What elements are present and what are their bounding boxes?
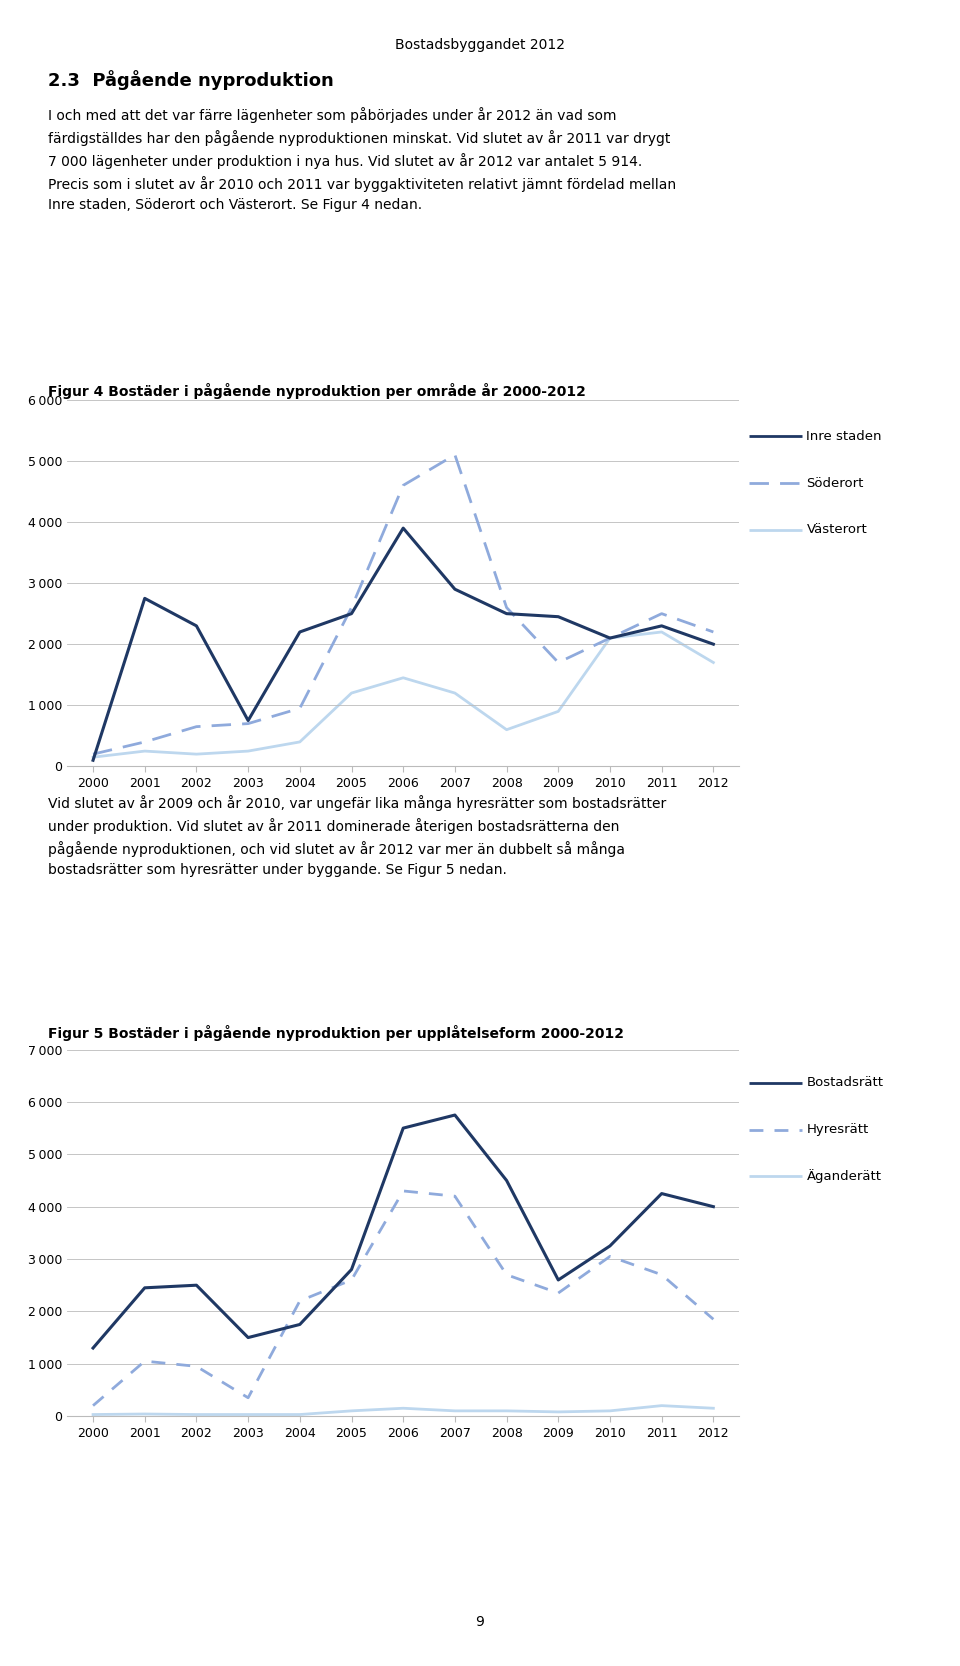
Text: Vid slutet av år 2009 och år 2010, var ungefär lika många hyresrätter som bostad: Vid slutet av år 2009 och år 2010, var u… (48, 795, 666, 876)
Text: Hyresrätt: Hyresrätt (806, 1123, 869, 1136)
Text: Äganderätt: Äganderätt (806, 1170, 881, 1183)
Text: I och med att det var färre lägenheter som påbörjades under år 2012 än vad som
f: I och med att det var färre lägenheter s… (48, 107, 676, 212)
Text: 9: 9 (475, 1616, 485, 1629)
Text: Bostadsbyggandet 2012: Bostadsbyggandet 2012 (395, 38, 565, 52)
Text: 2.3  Pågående nyproduktion: 2.3 Pågående nyproduktion (48, 70, 334, 90)
Text: Västerort: Västerort (806, 523, 867, 536)
Text: Söderort: Söderort (806, 476, 864, 490)
Text: Figur 4 Bostäder i pågående nyproduktion per område år 2000-2012: Figur 4 Bostäder i pågående nyproduktion… (48, 383, 586, 400)
Text: Bostadsrätt: Bostadsrätt (806, 1076, 883, 1090)
Text: Inre staden: Inre staden (806, 430, 882, 443)
Text: Figur 5 Bostäder i pågående nyproduktion per upplåtelseform 2000-2012: Figur 5 Bostäder i pågående nyproduktion… (48, 1025, 624, 1041)
